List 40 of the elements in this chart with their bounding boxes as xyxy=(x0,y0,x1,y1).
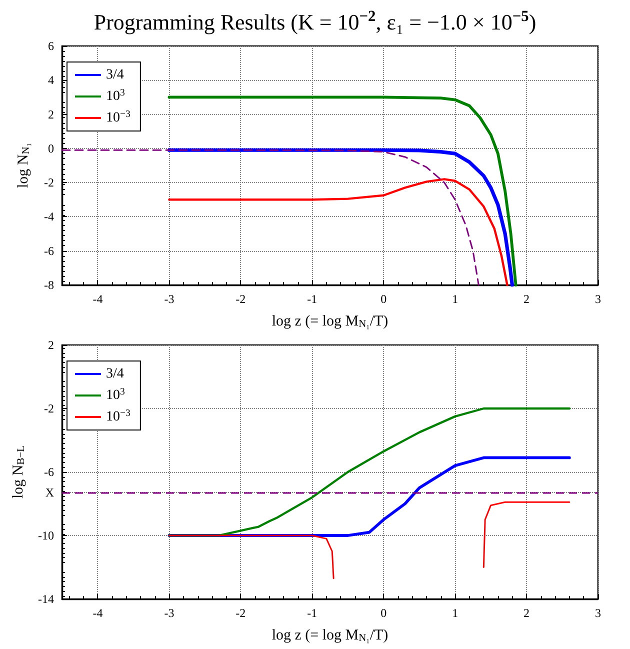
x-tick-label: 1 xyxy=(452,292,458,306)
y-tick-label: 2 xyxy=(48,107,54,122)
y-tick-label: -14 xyxy=(38,592,54,606)
legend-label: 3/4 xyxy=(106,366,124,382)
x-tick-label: 0 xyxy=(380,292,387,306)
y-tick-label: 2 xyxy=(48,338,54,352)
y-tick-label: X xyxy=(45,486,54,500)
y-tick-label: 4 xyxy=(48,73,54,88)
line-series xyxy=(168,407,571,537)
y-tick-label: -10 xyxy=(38,528,54,542)
x-tick-label: -1 xyxy=(307,606,318,620)
legend-label: 3/4 xyxy=(106,68,124,82)
x-axis-title: log z (= log MN₁/T) xyxy=(272,314,388,330)
y-tick-label: -4 xyxy=(44,210,54,224)
x-tick-label: -2 xyxy=(236,606,246,620)
line-series xyxy=(168,96,518,286)
x-tick-label: -3 xyxy=(164,292,174,306)
x-tick-label: 3 xyxy=(595,606,601,620)
x-tick-label: -3 xyxy=(164,606,174,620)
x-tick-label: -4 xyxy=(92,292,103,306)
x-tick-label: -2 xyxy=(236,292,246,306)
x-tick-label: 2 xyxy=(524,606,530,620)
y-axis-title: log NN₁ xyxy=(16,143,32,188)
x-tick-label: 2 xyxy=(524,292,530,306)
x-tick-label: -1 xyxy=(307,292,318,306)
y-tick-label: -6 xyxy=(44,465,54,479)
y-axis-title: log NB−L xyxy=(10,445,28,499)
x-axis-title: log z (= log MN₁/T) xyxy=(272,628,388,644)
x-tick-label: 3 xyxy=(595,292,601,306)
line-series xyxy=(61,149,480,286)
x-tick-label: 0 xyxy=(380,606,387,620)
y-tick-label: -8 xyxy=(44,278,54,292)
y-tick-label: 6 xyxy=(48,39,54,53)
x-tick-label: -4 xyxy=(92,606,103,620)
y-tick-label: -2 xyxy=(44,402,54,416)
y-tick-label: 0 xyxy=(48,141,54,156)
y-tick-label: -6 xyxy=(44,244,54,258)
x-tick-label: 1 xyxy=(452,606,458,620)
y-tick-label: -2 xyxy=(44,176,54,190)
line-series xyxy=(168,178,508,286)
